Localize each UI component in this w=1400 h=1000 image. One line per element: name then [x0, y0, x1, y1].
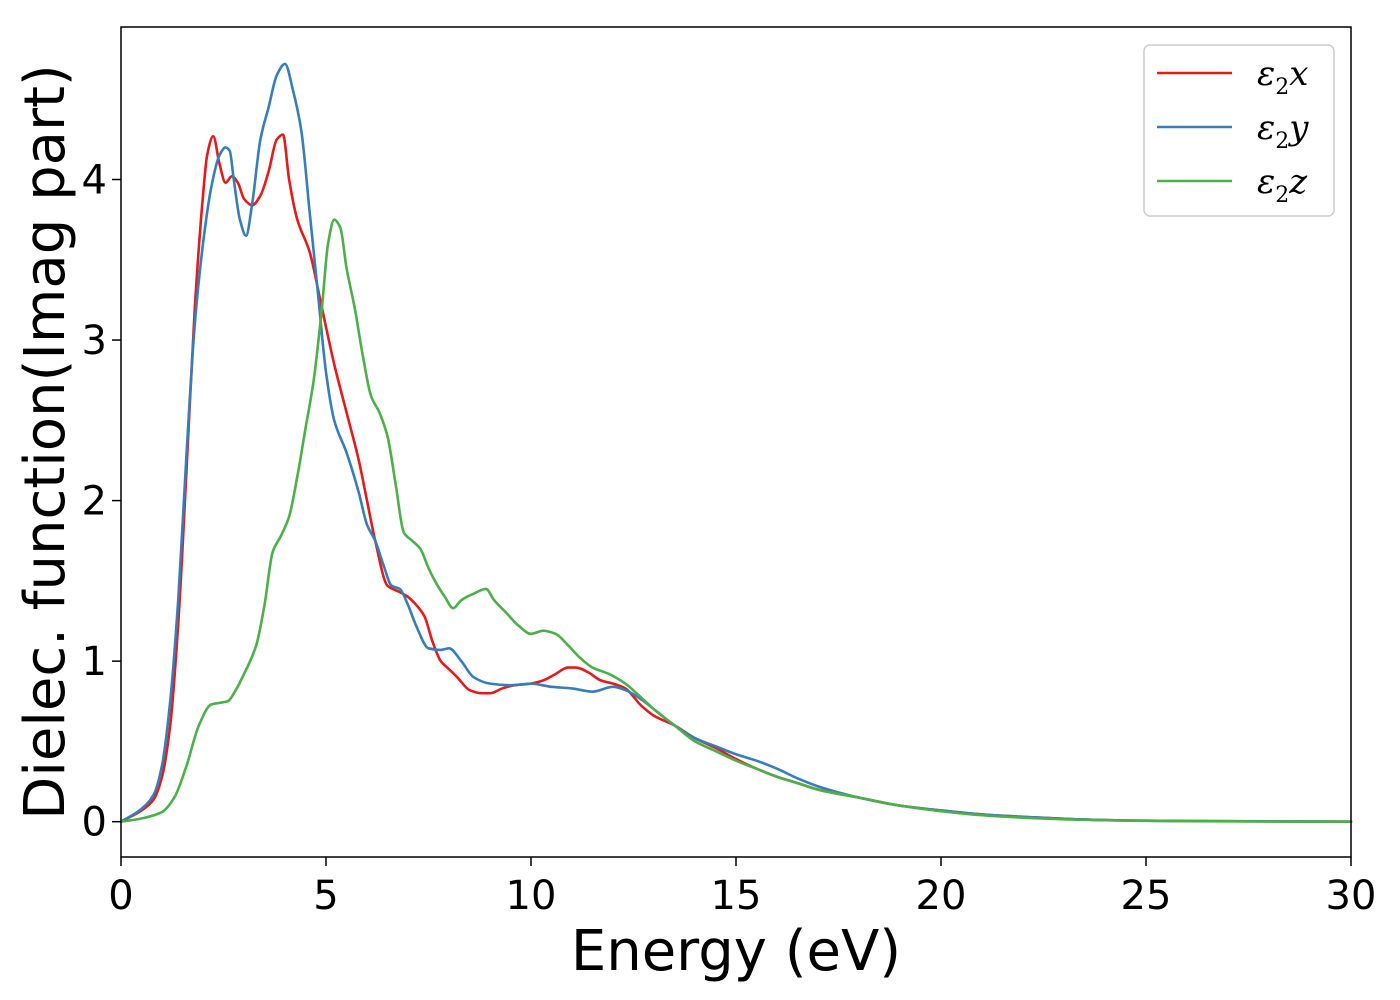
x-axis-title: Energy (eV)	[571, 919, 901, 984]
x-tick-label: 30	[1326, 873, 1377, 919]
x-axis: 0 5 10 15 20 25 30	[108, 857, 1376, 919]
series-layer	[119, 62, 1353, 823]
y-tick-label: 2	[82, 479, 107, 525]
y-axis: 0 1 2 3 4	[82, 158, 121, 846]
y-tick-label: 3	[82, 318, 107, 364]
legend-label-y: ε2y	[1257, 108, 1309, 154]
x-tick-label: 0	[108, 873, 133, 919]
y-tick-label: 0	[82, 800, 107, 846]
x-tick-label: 15	[711, 873, 762, 919]
y-axis-title: Dielec. function(Imag part)	[13, 64, 78, 820]
x-tick-label: 25	[1121, 873, 1172, 919]
series-line-y	[119, 62, 1353, 823]
x-tick-label: 20	[916, 873, 967, 919]
x-tick-label: 10	[506, 873, 557, 919]
legend-label-z: ε2z	[1257, 162, 1308, 208]
y-tick-label: 1	[82, 639, 107, 685]
x-tick-label: 5	[313, 873, 338, 919]
series-line-z	[119, 218, 1353, 823]
legend-label-x: ε2x	[1257, 54, 1308, 100]
legend: ε2x ε2y ε2z	[1143, 44, 1335, 217]
legend-box	[1143, 44, 1335, 217]
y-tick-label: 4	[82, 158, 107, 204]
